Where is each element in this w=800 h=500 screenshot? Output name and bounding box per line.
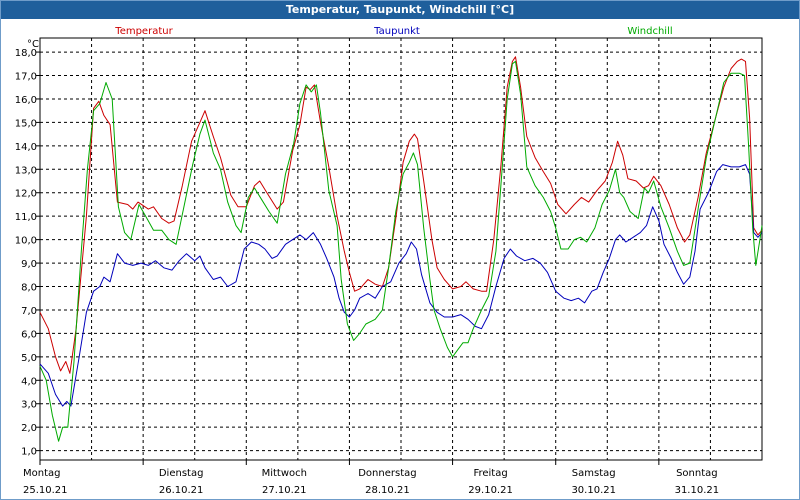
x-day-name: Sonntag	[676, 468, 718, 479]
legend: Temperatur Taupunkt Windchill	[114, 26, 672, 37]
x-day-name: Freitag	[473, 468, 507, 479]
y-tick-label: 17,0	[15, 72, 37, 83]
y-tick-label: 13,0	[15, 165, 37, 176]
x-day-name: Dienstag	[159, 468, 204, 479]
y-tick-label: 5,0	[21, 353, 37, 364]
x-day-name: Mittwoch	[262, 468, 307, 479]
y-tick-label: 10,0	[15, 236, 37, 247]
y-tick-label: 8,0	[21, 283, 37, 294]
y-tick-label: 15,0	[15, 118, 37, 129]
x-day-date: 30.10.21	[571, 485, 616, 496]
x-axis: Montag 25.10.21 Dienstag 26.10.21 Mittwoch 27…	[23, 460, 719, 496]
y-tick-label: 11,0	[15, 212, 37, 223]
x-day-name: Samstag	[572, 468, 616, 479]
x-day-date: 28.10.21	[365, 485, 410, 496]
y-tick-label: 7,0	[21, 306, 37, 317]
y-tick-label: 1,0	[21, 447, 37, 458]
y-tick-label: 18,0	[15, 48, 37, 59]
y-tick-label: 9,0	[21, 259, 37, 270]
y-tick-label: 12,0	[15, 189, 37, 200]
x-day-date: 29.10.21	[468, 485, 513, 496]
y-axis-unit: °C	[27, 39, 39, 50]
x-day-name: Donnerstag	[358, 468, 416, 479]
x-day-date: 27.10.21	[262, 485, 307, 496]
x-day-name: Montag	[23, 468, 60, 479]
series-lines	[39, 56, 763, 442]
series-line-taupunkt	[39, 164, 763, 407]
legend-label-windchill: Windchill	[627, 26, 672, 37]
window-title: Temperatur, Taupunkt, Windchill [°C]	[1, 1, 799, 19]
legend-label-taupunkt: Taupunkt	[373, 26, 420, 37]
series-line-windchill	[39, 60, 763, 442]
y-tick-label: 14,0	[15, 142, 37, 153]
y-tick-label: 3,0	[21, 400, 37, 411]
series-line-temperatur	[39, 56, 763, 374]
legend-label-temperatur: Temperatur	[114, 26, 173, 37]
y-tick-label: 2,0	[21, 423, 37, 434]
x-day-date: 25.10.21	[23, 485, 68, 496]
y-axis: 1,0 2,0 3,0 4,0 5,0 6,0 7,0 8,0 9,0 10,0 11,0 12,0 1…	[15, 39, 40, 458]
x-day-date: 31.10.21	[675, 485, 720, 496]
y-tick-label: 6,0	[21, 329, 37, 340]
y-tick-label: 16,0	[15, 95, 37, 106]
grid	[40, 38, 762, 460]
y-tick-label: 4,0	[21, 376, 37, 387]
x-day-date: 26.10.21	[159, 485, 204, 496]
